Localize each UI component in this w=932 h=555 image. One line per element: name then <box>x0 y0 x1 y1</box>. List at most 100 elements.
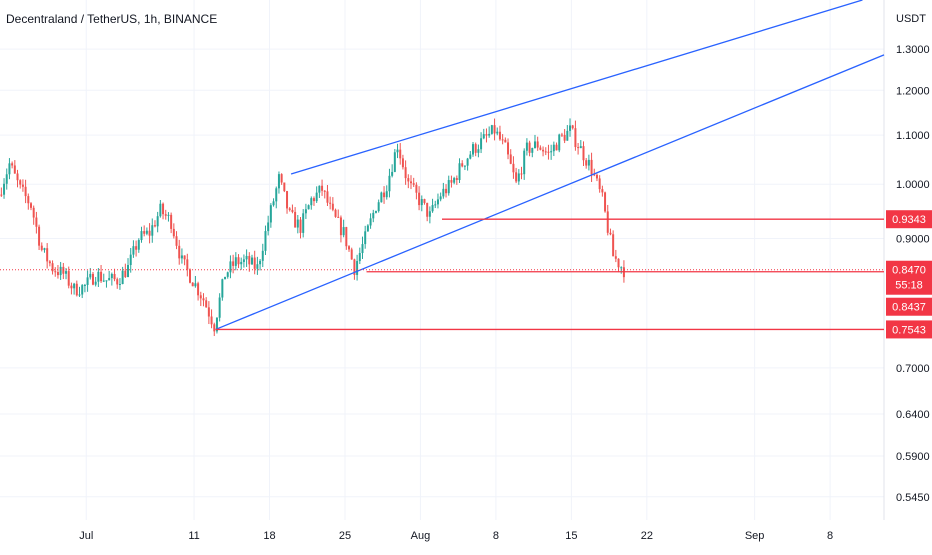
candle-body <box>40 245 43 250</box>
candle-body <box>337 216 340 218</box>
candle-body <box>116 279 119 285</box>
y-tick-label: 1.1000 <box>896 130 930 142</box>
candle-body <box>256 264 259 269</box>
candle-body <box>283 182 286 192</box>
candle-body <box>310 198 313 206</box>
candle-body <box>197 283 200 296</box>
price-labels: 0.9343 0.7543 0.8470 55:18 0.8437 <box>886 210 932 339</box>
candle-body <box>595 174 598 179</box>
candle-body <box>501 139 504 141</box>
candle-body <box>62 266 65 274</box>
candle-body <box>420 199 423 206</box>
candle-body <box>43 248 46 250</box>
candle-body <box>129 254 132 266</box>
candle-body <box>240 261 243 265</box>
candle-body <box>164 214 167 216</box>
candle-body <box>585 160 588 166</box>
candle-body <box>385 191 388 198</box>
candle-body <box>458 163 461 181</box>
candle-body <box>436 199 439 205</box>
candle-body <box>21 184 24 187</box>
candle-body <box>218 297 221 318</box>
candle-body <box>579 146 582 149</box>
candle-body <box>447 180 450 194</box>
candle-body <box>391 171 394 176</box>
candle-body <box>5 174 8 184</box>
candle-body <box>342 227 345 236</box>
candle-body <box>175 236 178 246</box>
candle-body <box>269 205 272 223</box>
candle-body <box>307 205 310 210</box>
current-price-bg <box>886 260 932 295</box>
x-tick-label: 11 <box>188 530 199 542</box>
candle-body <box>318 185 321 193</box>
candle-body <box>480 138 483 150</box>
candle-body <box>48 261 51 264</box>
candle-body <box>490 125 493 134</box>
x-tick-label: 18 <box>263 530 275 542</box>
symbol-title: Decentraland / TetherUS, 1h, BINANCE <box>6 12 218 26</box>
candle-body <box>186 259 189 270</box>
candle-body <box>280 174 283 183</box>
candle-body <box>590 159 593 175</box>
candle-body <box>512 163 515 173</box>
candle-body <box>248 255 251 265</box>
trendline-channel-lower[interactable] <box>215 54 885 331</box>
candle-body <box>59 266 62 276</box>
candle-body <box>8 163 11 175</box>
candle-body <box>469 154 472 159</box>
trendline-channel-upper[interactable] <box>290 0 863 175</box>
candle-body <box>393 152 396 172</box>
candle-body <box>135 246 138 250</box>
x-tick-label: 22 <box>641 530 653 542</box>
y-tick-label: 0.5900 <box>896 451 930 463</box>
candle-body <box>523 150 526 175</box>
candle-body <box>423 199 426 203</box>
candle-body <box>304 209 307 214</box>
candle-body <box>291 209 294 212</box>
candle-body <box>189 269 192 283</box>
candle-body <box>482 134 485 139</box>
candle-body <box>617 258 620 268</box>
candle-body <box>237 257 240 265</box>
candle-body <box>571 125 574 129</box>
candle-body <box>226 272 229 277</box>
candle-body <box>221 279 224 298</box>
candle-body <box>118 284 121 286</box>
candle-body <box>477 149 480 153</box>
y-tick-label: 1.2000 <box>896 85 930 97</box>
candle-body <box>156 216 159 227</box>
candle-body <box>434 204 437 206</box>
y-tick-label: 1.0000 <box>896 179 930 191</box>
candle-body <box>32 207 35 218</box>
candle-body <box>162 203 165 215</box>
candle-body <box>439 196 442 200</box>
candle-body <box>418 192 421 206</box>
candle-body <box>426 202 429 217</box>
candle-body <box>614 256 617 259</box>
candle-body <box>205 300 208 308</box>
x-tick-label: 8 <box>827 530 833 542</box>
candle-body <box>474 144 477 153</box>
candle-body <box>94 281 97 285</box>
candle-body <box>3 183 6 195</box>
candle-body <box>601 189 604 193</box>
candle-body <box>145 230 148 234</box>
candle-body <box>442 188 445 197</box>
candle-body <box>606 211 609 233</box>
candle-body <box>172 228 175 237</box>
candle-body <box>323 190 326 192</box>
candle-body <box>453 178 456 183</box>
candle-body <box>463 165 466 167</box>
price-axis[interactable]: 1.3000 1.2000 1.1000 1.0000 0.9000 0.7000 0.64… <box>896 13 930 504</box>
candle-body <box>515 172 518 182</box>
candle-body <box>558 134 561 151</box>
candle-body <box>294 211 297 228</box>
candle-body <box>507 142 510 155</box>
candle-body <box>267 222 270 232</box>
candle-body <box>509 154 512 164</box>
time-axis[interactable]: Jul 11 18 25 Aug 8 15 22 Sep 8 <box>79 530 833 542</box>
candle-body <box>250 257 253 265</box>
